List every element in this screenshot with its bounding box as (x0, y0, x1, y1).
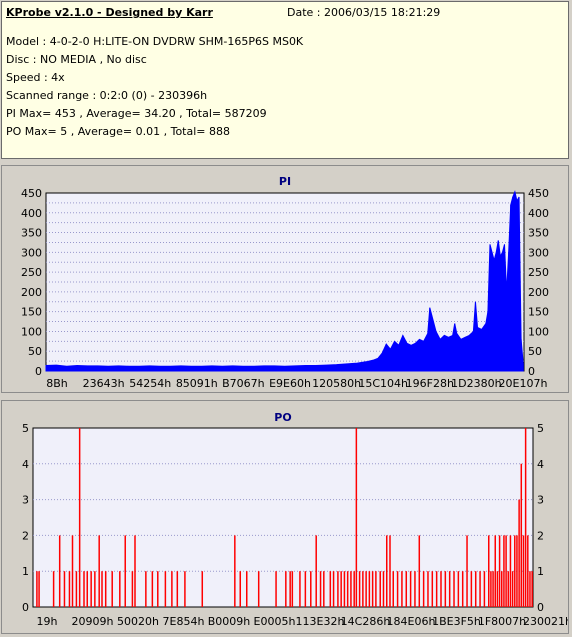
disc-line: Disc : NO MEDIA , No disc (6, 53, 147, 66)
x-tick-label: 113E32h (296, 615, 345, 628)
y-tick-label-right: 200 (528, 286, 549, 299)
y-tick-label-right: 300 (528, 246, 549, 259)
y-tick-label-right: 50 (528, 345, 542, 358)
x-tick-label: B7067h (222, 377, 265, 390)
x-tick-label: 8Bh (46, 377, 68, 390)
y-tick-label-left: 5 (22, 422, 29, 435)
y-tick-label-left: 0 (22, 601, 29, 614)
pi-summary-line: PI Max= 453 , Average= 34.20 , Total= 58… (6, 107, 267, 120)
chart-title: PI (279, 175, 291, 188)
x-tick-label: 20E107h (499, 377, 548, 390)
po-chart-panel: PO 0 0 1 1 2 2 3 3 4 4 5 5 19h 20909h 50020h 7E854h B0009… (1, 400, 572, 634)
y-tick-label-left: 50 (28, 345, 42, 358)
y-tick-label-left: 450 (21, 187, 42, 200)
y-tick-label-right: 0 (528, 365, 535, 378)
x-tick-label: 20909h (72, 615, 114, 628)
y-tick-label-right: 2 (537, 529, 544, 542)
y-tick-label-right: 150 (528, 306, 549, 319)
y-tick-label-left: 350 (21, 227, 42, 240)
x-tick-label: 19h (37, 615, 58, 628)
y-tick-label-right: 400 (528, 207, 549, 220)
y-tick-label-right: 250 (528, 266, 549, 279)
y-tick-label-right: 100 (528, 325, 549, 338)
pi-chart: PI 0 0 50 50 100 100 150 150 200 200 250 250 300 300 35… (21, 175, 549, 390)
x-tick-label: 23643h (83, 377, 125, 390)
po-summary-line: PO Max= 5 , Average= 0.01 , Total= 888 (6, 125, 230, 138)
x-tick-label: 230021h (523, 615, 568, 628)
y-tick-label-right: 1 (537, 565, 544, 578)
y-tick-label-right: 350 (528, 227, 549, 240)
x-tick-label: 54254h (129, 377, 171, 390)
y-tick-label-left: 250 (21, 266, 42, 279)
x-tick-label: B0009h (208, 615, 251, 628)
model-line: Model : 4-0-2-0 H:LITE-ON DVDRW SHM-165P… (6, 35, 304, 48)
pi-chart-panel: PI 0 0 50 50 100 100 150 150 200 200 250 250 300 300 35… (1, 165, 569, 393)
y-tick-label-right: 5 (537, 422, 544, 435)
x-tick-label: 50020h (117, 615, 159, 628)
y-tick-label-left: 0 (35, 365, 42, 378)
x-tick-label: 196F28h (406, 377, 454, 390)
y-tick-label-left: 150 (21, 306, 42, 319)
app-title: KProbe v2.1.0 - Designed by Karr (6, 6, 213, 19)
y-tick-label-left: 4 (22, 458, 29, 471)
chart-title: PO (274, 411, 291, 424)
y-tick-label-left: 1 (22, 565, 29, 578)
y-tick-label-right: 4 (537, 458, 544, 471)
x-tick-label: 7E854h (163, 615, 205, 628)
y-tick-label-left: 3 (22, 494, 29, 507)
x-tick-label: 1D2380h (451, 377, 501, 390)
y-tick-label-left: 300 (21, 246, 42, 259)
y-tick-label-right: 450 (528, 187, 549, 200)
speed-line: Speed : 4x (6, 71, 65, 84)
y-tick-label-left: 400 (21, 207, 42, 220)
x-tick-label: 14C286h (341, 615, 391, 628)
x-tick-label: 15C104h (358, 377, 408, 390)
y-tick-label-right: 3 (537, 494, 544, 507)
x-tick-label: 1BE3F5h (432, 615, 481, 628)
info-panel: KProbe v2.1.0 - Designed by Karr Date : … (1, 1, 569, 159)
y-tick-label-left: 2 (22, 529, 29, 542)
x-tick-label: 184E06h (387, 615, 436, 628)
scan-date: Date : 2006/03/15 18:21:29 (287, 6, 441, 19)
y-tick-label-left: 200 (21, 286, 42, 299)
x-tick-label: E0005h (254, 615, 296, 628)
y-tick-label-left: 100 (21, 325, 42, 338)
po-chart: PO 0 0 1 1 2 2 3 3 4 4 5 5 19h 20909h 50020h 7E854h B0009… (22, 411, 572, 628)
x-tick-label: 120580h (312, 377, 361, 390)
x-tick-label: E9E60h (269, 377, 311, 390)
x-tick-label: 85091h (176, 377, 218, 390)
x-tick-label: 1F8007h (478, 615, 526, 628)
y-tick-label-right: 0 (537, 601, 544, 614)
scanned-range-line: Scanned range : 0:2:0 (0) - 230396h (6, 89, 208, 102)
